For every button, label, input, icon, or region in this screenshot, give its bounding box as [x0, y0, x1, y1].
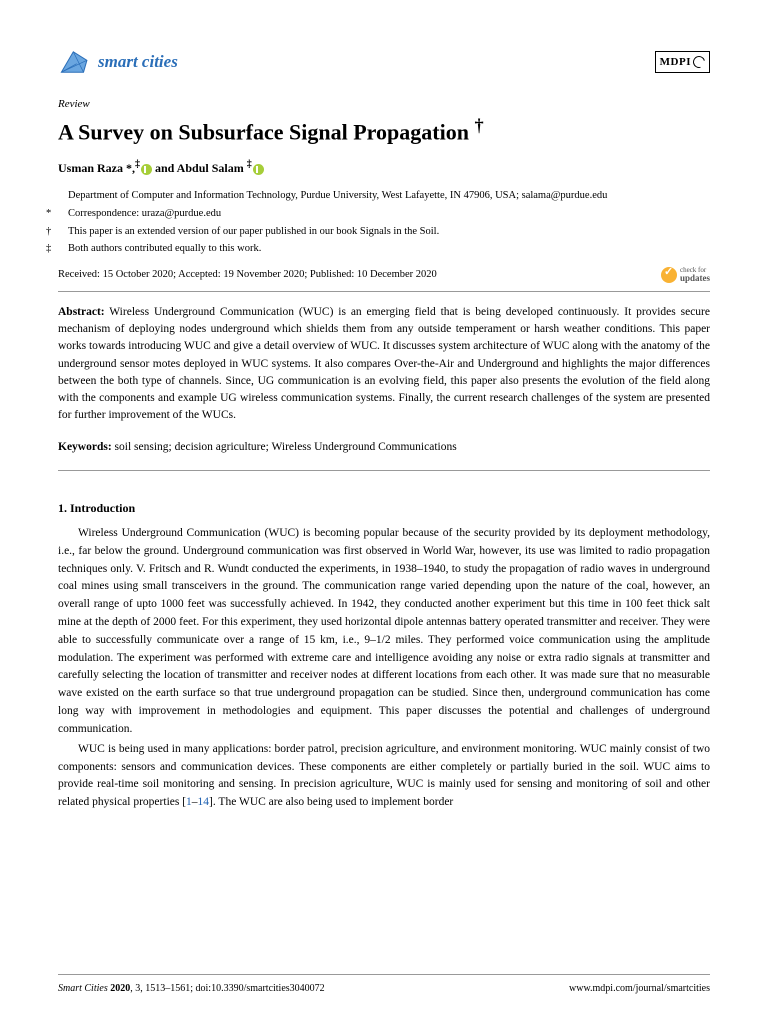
abstract-label: Abstract: — [58, 306, 105, 318]
check-updates-badge[interactable]: check for updates — [661, 267, 710, 283]
abstract-block: Abstract: Wireless Underground Communica… — [58, 304, 710, 425]
footer-rest: , 3, 1513–1561; doi:10.3390/smartcities3… — [130, 983, 324, 994]
ddagger-marker: ‡ — [58, 242, 68, 257]
page-footer: Smart Cities 2020, 3, 1513–1561; doi:10.… — [58, 974, 710, 996]
footer-journal: Smart Cities — [58, 983, 110, 994]
corr-text: Correspondence: uraza@purdue.edu — [68, 208, 221, 219]
keywords-block: Keywords: soil sensing; decision agricul… — [58, 439, 710, 471]
title-text: A Survey on Subsurface Signal Propagatio… — [58, 119, 474, 144]
article-title: A Survey on Subsurface Signal Propagatio… — [58, 115, 710, 146]
title-dagger: † — [474, 115, 483, 135]
check-icon — [661, 267, 677, 283]
publisher-logo: MDPI — [655, 51, 710, 74]
intro-paragraph-1: Wireless Underground Communication (WUC)… — [58, 525, 710, 739]
dagger-text: This paper is an extended version of our… — [68, 226, 439, 237]
header-row: smart cities MDPI — [58, 48, 710, 76]
author-1: Usman Raza *, — [58, 161, 135, 175]
author-2-sup: ‡ — [247, 159, 252, 170]
author-1-sup: ‡ — [135, 159, 140, 170]
dagger-marker: † — [58, 225, 68, 240]
article-type: Review — [58, 96, 710, 113]
check-text: check for updates — [680, 267, 710, 283]
footer-citation: Smart Cities 2020, 3, 1513–1561; doi:10.… — [58, 981, 325, 996]
abstract-text: Wireless Underground Communication (WUC)… — [58, 306, 710, 422]
orcid-icon — [253, 164, 264, 175]
footer-url: www.mdpi.com/journal/smartcities — [569, 981, 710, 996]
affil-dept-text: Department of Computer and Information T… — [68, 190, 607, 201]
authors-line: Usman Raza *,‡ and Abdul Salam ‡ — [58, 157, 710, 177]
p2-text-b: ]. The WUC are also being used to implem… — [209, 796, 453, 808]
author-and: and Abdul Salam — [152, 161, 247, 175]
affiliation-dept: Department of Computer and Information T… — [70, 189, 710, 204]
journal-logo: smart cities — [58, 48, 178, 76]
publisher-text: MDPI — [660, 54, 691, 71]
intro-paragraph-2: WUC is being used in many applications: … — [58, 741, 710, 812]
journal-name: smart cities — [98, 49, 178, 75]
orcid-icon — [141, 164, 152, 175]
keywords-text: soil sensing; decision agriculture; Wire… — [112, 441, 457, 453]
ddagger-text: Both authors contributed equally to this… — [68, 243, 261, 254]
publisher-swirl-icon — [691, 54, 707, 70]
footer-year: 2020 — [110, 983, 130, 994]
journal-icon — [58, 48, 92, 76]
ref-link-14[interactable]: 14 — [198, 796, 210, 808]
affiliation-ddagger: ‡Both authors contributed equally to thi… — [70, 242, 710, 257]
affil-blank-marker — [58, 189, 68, 204]
publication-dates: Received: 15 October 2020; Accepted: 19 … — [58, 267, 437, 283]
section-1-heading: 1. Introduction — [58, 499, 710, 517]
affiliation-correspondence: *Correspondence: uraza@purdue.edu — [70, 207, 710, 222]
corr-marker: * — [58, 207, 68, 222]
keywords-label: Keywords: — [58, 441, 112, 453]
dates-row: Received: 15 October 2020; Accepted: 19 … — [58, 267, 710, 292]
affiliation-dagger: †This paper is an extended version of ou… — [70, 225, 710, 240]
check-bot: updates — [680, 274, 710, 283]
